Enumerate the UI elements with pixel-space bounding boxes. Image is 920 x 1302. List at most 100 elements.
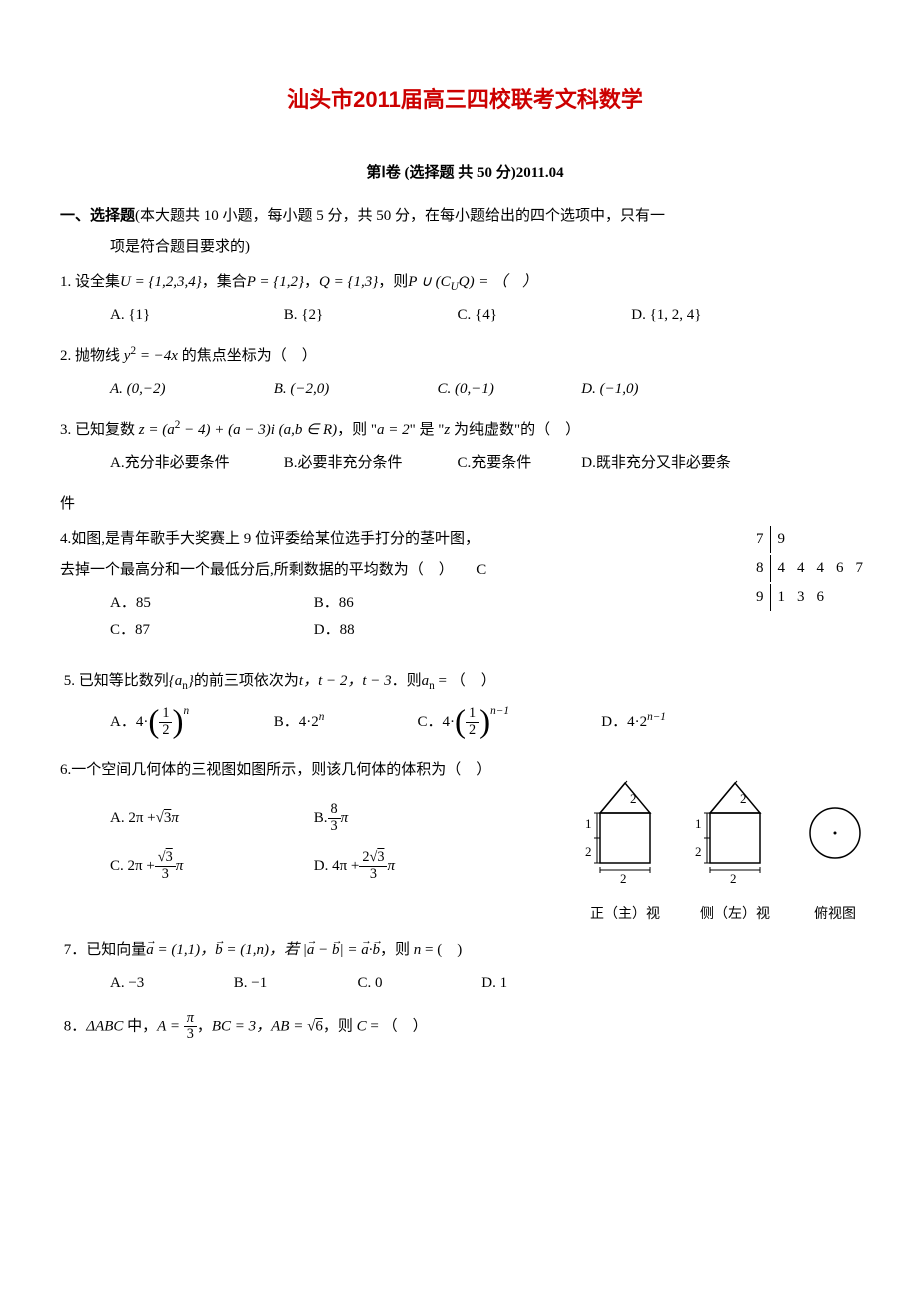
q1-num: 1.: [60, 274, 71, 290]
section-1-desc-2: 项是符合题目要求的): [60, 234, 870, 261]
sl-leaf-20: 1: [773, 584, 791, 611]
svg-text:2: 2: [740, 791, 747, 806]
sl-stem-0: 7: [751, 526, 771, 553]
question-7: 7．已知向量a = (1,1)，b = (1,n)，若 |a − b| = a·…: [60, 937, 870, 964]
front-view-svg: 12 2 2: [580, 778, 670, 888]
sl-leaf-21: 3: [792, 584, 810, 611]
q7-opt-d: D. 1: [481, 970, 507, 997]
q8-A: A =: [157, 1018, 184, 1034]
q6c-post: π: [176, 842, 184, 890]
side-view-svg: 1 2 2 2: [690, 778, 780, 888]
q1-sub: U: [451, 281, 459, 293]
q1-expr2: Q) = （ ）: [459, 274, 537, 290]
svg-text:2: 2: [630, 791, 637, 806]
q1-text1: 设全集: [75, 274, 120, 290]
q5-opt-d: D．4·2n−1: [601, 701, 666, 743]
side-view-label: 侧（左）视: [690, 902, 780, 927]
q6b-post: π: [341, 794, 349, 842]
svg-text:2: 2: [695, 844, 702, 859]
q6c-pre: C. 2π +: [110, 842, 155, 890]
q1-expr: P ∪ (C: [408, 274, 450, 290]
q6a-pre: A. 2π +: [110, 794, 156, 842]
q8-num: 8．: [64, 1018, 87, 1034]
q2-opt-a: A. (0,−2): [110, 376, 270, 403]
question-8: 8．ΔABC 中，A = π3，BC = 3，AB = √6，则 C = （ ）: [60, 1011, 870, 1043]
q5-options: A．4·(12)n B．4·2n C．4·(12)n−1 D．4·2n−1: [60, 701, 870, 743]
q2-text1: 抛物线: [75, 348, 120, 364]
three-views-diagram: 12 2 2 正（主）视 12 2 2 侧（左）视: [580, 778, 870, 927]
top-view-label: 俯视图: [800, 902, 870, 927]
q3-tail: 件: [60, 491, 870, 518]
q7-minus: −: [314, 942, 332, 958]
q3-text4: 为纯虚数"的（ ）: [450, 422, 580, 438]
q2-options: A. (0,−2) B. (−2,0) C. (0,−1) D. (−1,0): [60, 376, 870, 403]
q5b: B．4·2: [274, 701, 319, 743]
svg-text:2: 2: [620, 871, 627, 886]
q1-text3: ，: [304, 274, 319, 290]
stem-leaf-plot: 79 844467 9136: [749, 524, 870, 613]
sl-leaf-10: 4: [773, 555, 791, 582]
svg-text:1: 1: [695, 816, 702, 831]
question-2: 2. 抛物线 y2 = −4x 的焦点坐标为（ ）: [60, 343, 870, 370]
q1-opt-d: D. {1, 2, 4}: [631, 302, 701, 329]
q4-opt-a: A．85: [110, 590, 310, 617]
q6-options: A. 2π + √3π B. 83π C. 2π + √33π D. 4π + …: [60, 794, 580, 890]
q6d-d: 3: [359, 867, 387, 883]
q6-num: 6.: [60, 762, 71, 778]
q7-opt-a: A. −3: [110, 970, 230, 997]
q8-text2: ，: [197, 1018, 212, 1034]
q5-seq: {a: [169, 673, 183, 689]
q7-options: A. −3 B. −1 C. 0 D. 1: [60, 970, 870, 997]
question-4-row: 4.如图,是青年歌手大奖赛上 9 位评委给某位选手打分的茎叶图， 去掉一个最高分…: [60, 518, 870, 658]
svg-text:2: 2: [730, 871, 737, 886]
q6d-post: π: [387, 842, 395, 890]
q6-opt-a: A. 2π + √3π: [110, 794, 310, 842]
q5-t: t，t − 2，t − 3: [299, 673, 392, 689]
sl-leaf-12: 4: [812, 555, 830, 582]
sl-stem-1: 8: [751, 555, 771, 582]
sl-leaf-00: 9: [773, 526, 791, 553]
q3-text2: ，则 ": [337, 422, 377, 438]
q3-opt-b: B.必要非充分条件: [284, 450, 454, 477]
q7-a: a: [146, 942, 154, 958]
q1-set-q: Q = {1,3}: [319, 274, 378, 290]
q4-line2: 去掉一个最高分和一个最低分后,所剩数据的平均数为（ ） C: [60, 557, 719, 584]
q6-opt-c: C. 2π + √33π: [110, 842, 310, 890]
q6d-s: 3: [377, 850, 384, 866]
q5c-fd: 2: [466, 723, 479, 739]
q7-b3: b: [373, 942, 381, 958]
q6c-sn: 3: [166, 850, 173, 866]
q8-text3: ，则: [323, 1018, 357, 1034]
q8-pi: π: [184, 1011, 197, 1028]
q2-opt-b: B. (−2,0): [274, 376, 434, 403]
q1-opt-b: B. {2}: [284, 302, 454, 329]
q3-opt-c: C.充要条件: [458, 450, 578, 477]
q4-line1: 如图,是青年歌手大奖赛上 9 位评委给某位选手打分的茎叶图，: [71, 531, 480, 547]
q4-opt-b: B．86: [314, 590, 354, 617]
q5a-fd: 2: [159, 723, 172, 739]
q3-text3: " 是 ": [410, 422, 445, 438]
sl-leaf-11: 4: [792, 555, 810, 582]
q3-opt-a: A.充分非必要条件: [110, 450, 280, 477]
q6-row: A. 2π + √3π B. 83π C. 2π + √33π D. 4π + …: [60, 788, 870, 927]
q8-sq: 6: [315, 1018, 323, 1034]
q8-text1: 中，: [123, 1018, 157, 1034]
q3-a2: a = 2: [377, 422, 410, 438]
q6d-sn: 2: [362, 850, 369, 866]
q1-set-u: U = {1,2,3,4}: [120, 274, 202, 290]
q7-eq: | =: [340, 942, 362, 958]
q5d: D．4·2: [601, 701, 647, 743]
sl-stem-2: 9: [751, 584, 771, 611]
q3-num: 3.: [60, 422, 71, 438]
q6b-pre: B.: [314, 794, 328, 842]
q6a-post: π: [171, 794, 179, 842]
q6c-d: 3: [155, 867, 176, 883]
q7-bval: = (1,n)，若 |: [223, 942, 307, 958]
q5c-pre: C．4·: [418, 701, 456, 743]
top-view: 俯视图: [800, 778, 870, 927]
q7-b: b: [215, 942, 223, 958]
q3-text1: 已知复数: [75, 422, 139, 438]
svg-text:2: 2: [585, 844, 592, 859]
front-view-label: 正（主）视: [580, 902, 670, 927]
section-1-label: 一、选择题: [60, 208, 135, 224]
